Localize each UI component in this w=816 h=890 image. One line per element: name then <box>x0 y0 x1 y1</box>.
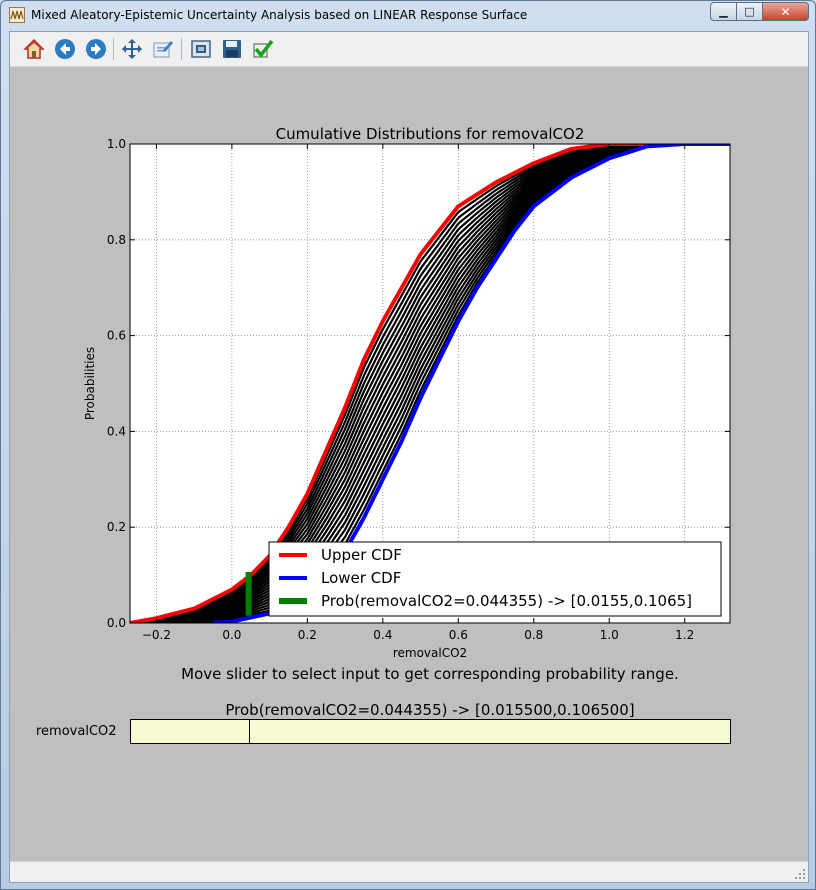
title-bar[interactable]: Mixed Aleatory-Epistemic Uncertainty Ana… <box>1 1 815 31</box>
forward-button[interactable] <box>84 37 108 61</box>
window-controls: ▁ □ ✕ <box>710 2 809 22</box>
upper-cdf-line <box>130 144 685 623</box>
x-tick-label: 0.2 <box>298 628 317 642</box>
configure-subplots-button[interactable] <box>151 37 175 61</box>
y-axis-label: Probabilities <box>83 347 97 420</box>
edit-axes-button[interactable] <box>189 37 213 61</box>
x-axis-label: removalCO2 <box>393 646 467 660</box>
arrow-right-icon <box>86 39 106 59</box>
edit-icon <box>153 41 173 58</box>
chart-title: Cumulative Distributions for removalCO2 <box>276 125 585 143</box>
client-area: Cumulative Distributions for removalCO2 … <box>9 31 809 883</box>
instructions-text: Move slider to select input to get corre… <box>181 665 679 683</box>
resize-grip-icon[interactable] <box>794 868 806 880</box>
x-tick-label: 1.0 <box>600 628 619 642</box>
home-button[interactable] <box>22 37 46 61</box>
apply-button[interactable] <box>251 37 275 61</box>
checkmark-icon <box>253 39 274 58</box>
back-button[interactable] <box>53 37 77 61</box>
window-title: Mixed Aleatory-Epistemic Uncertainty Ana… <box>31 8 528 22</box>
status-bar <box>10 861 808 882</box>
axis-ticks: −0.2 0.0 0.2 0.4 0.6 0.8 1.0 1.2 0.0 0.2 0.4 0.6 0.8… <box>107 137 730 642</box>
floppy-disk-icon <box>223 40 241 58</box>
slider-label: removalCO2 <box>36 724 117 739</box>
app-icon <box>9 7 25 23</box>
y-tick-label: 0.8 <box>107 233 126 247</box>
legend: Upper CDF Lower CDF Prob(removalCO2=0.0443… <box>268 541 722 617</box>
y-tick-label: 0.4 <box>107 424 126 438</box>
x-tick-label: 0.0 <box>222 628 241 642</box>
y-tick-label: 0.0 <box>107 616 126 630</box>
minimize-button[interactable]: ▁ <box>710 2 737 21</box>
toolbar-separator <box>181 38 182 60</box>
slider-handle[interactable] <box>249 720 251 743</box>
removalco2-slider[interactable] <box>130 719 731 744</box>
probability-result-text: Prob(removalCO2=0.044355) -> [0.015500,0… <box>225 701 634 719</box>
home-icon <box>23 38 45 59</box>
y-tick-label: 0.2 <box>107 520 126 534</box>
x-tick-label: 0.8 <box>524 628 543 642</box>
chart-figure: Cumulative Distributions for removalCO2 … <box>83 125 731 719</box>
x-tick-label: −0.2 <box>142 628 171 642</box>
x-tick-label: 0.4 <box>373 628 392 642</box>
legend-box <box>268 541 722 617</box>
x-tick-label: 1.2 <box>675 628 694 642</box>
close-button[interactable]: ✕ <box>763 2 809 21</box>
pan-button[interactable] <box>120 37 144 61</box>
move-icon <box>122 39 142 59</box>
y-tick-label: 0.6 <box>107 329 126 343</box>
legend-entry-label: Prob(removalCO2=0.044355) -> [0.0155,0.1… <box>321 592 692 610</box>
legend-entry-label: Upper CDF <box>321 546 402 564</box>
legend-entry-label: Lower CDF <box>321 569 401 587</box>
x-tick-label: 0.6 <box>449 628 468 642</box>
maximize-button[interactable]: □ <box>737 2 763 21</box>
save-button[interactable] <box>220 37 244 61</box>
arrow-left-icon <box>55 39 75 59</box>
toolbar-separator <box>113 38 114 60</box>
y-tick-label: 1.0 <box>107 137 126 151</box>
toolbar <box>10 32 808 67</box>
axes-frame <box>129 143 731 624</box>
figure-options-icon <box>191 40 211 58</box>
